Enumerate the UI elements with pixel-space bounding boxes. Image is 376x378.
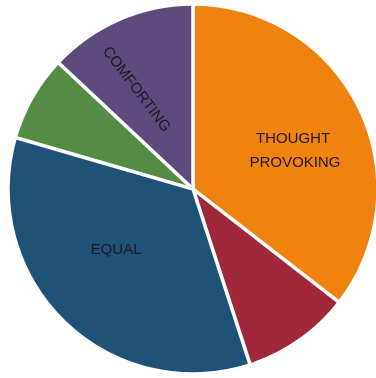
pie-slice-thought-provoking bbox=[191, 2, 376, 305]
slice-label-thought-provoking-line-1: THOUGHT bbox=[256, 130, 330, 147]
slice-label-thought-provoking: THOUGHT PROVOKING bbox=[250, 130, 341, 171]
slice-label-thought-provoking-line-2: PROVOKING bbox=[250, 154, 341, 171]
pie-slices bbox=[6, 2, 376, 376]
pie-slice-equal bbox=[6, 135, 252, 376]
pie-slice-unlabeled-1 bbox=[191, 187, 341, 367]
pie-slice-comforting bbox=[56, 2, 195, 191]
slice-label-equal: EQUAL bbox=[91, 241, 142, 258]
